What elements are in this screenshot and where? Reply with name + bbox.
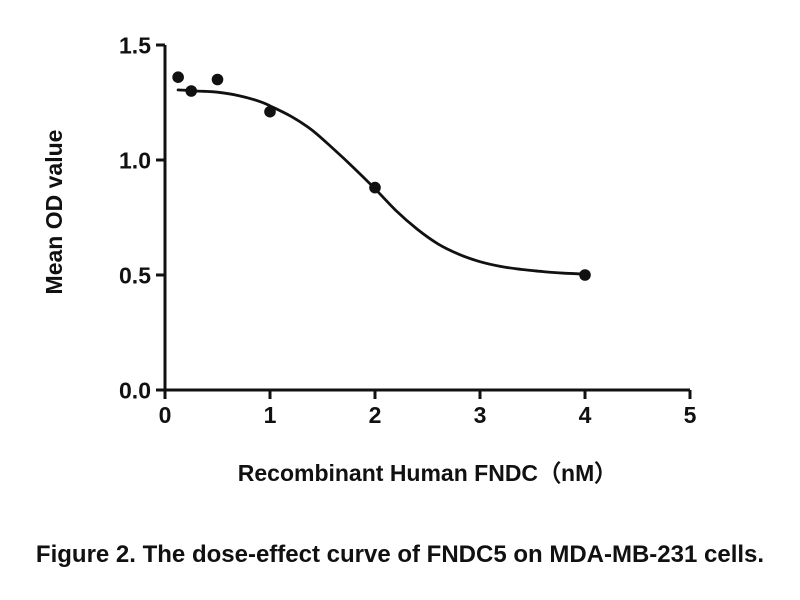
data-point	[369, 181, 381, 194]
y-tick-label: 1.5	[119, 32, 151, 58]
x-tick-label: 5	[684, 402, 697, 428]
y-tick-label: 1.0	[119, 147, 151, 173]
x-tick-label: 2	[369, 402, 382, 428]
y-axis-label: Mean OD value	[41, 130, 67, 295]
data-point	[264, 105, 276, 118]
dose-response-chart: 0.0 0.5 1.0 1.5 0 1 2 3 4 5 Recombinant Human FNDC…	[41, 32, 697, 486]
x-tick-label: 0	[159, 402, 172, 428]
x-tick-label: 1	[264, 402, 277, 428]
figure-caption: Figure 2. The dose-effect curve of FNDC5…	[35, 541, 765, 568]
fit-curve	[176, 88, 587, 276]
data-point	[185, 85, 198, 97]
x-tick-label: 3	[474, 402, 487, 428]
data-point	[211, 73, 224, 86]
y-tick-label: 0.0	[119, 377, 151, 403]
x-tick-label: 4	[579, 402, 592, 428]
y-tick-label: 0.5	[119, 262, 151, 288]
data-point	[172, 71, 184, 83]
data-point	[579, 269, 591, 281]
x-axis-label: Recombinant Human FNDC（nM）	[238, 460, 618, 486]
